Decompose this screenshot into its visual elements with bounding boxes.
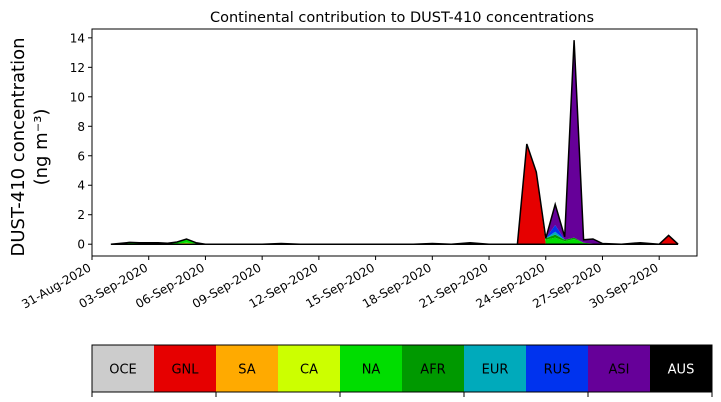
legend-swatch-ca — [278, 345, 340, 392]
legend-label-na: NA — [362, 363, 381, 378]
legend-frame — [91, 344, 713, 393]
y-axis-label-line2: (ng m⁻³) — [31, 109, 52, 186]
legend-swatch-sa — [216, 345, 278, 392]
legend-label-gnl: GNL — [171, 363, 199, 378]
legend-swatch-afr — [402, 345, 464, 392]
legend-label-ca: CA — [300, 363, 318, 378]
area-afr — [110, 144, 679, 245]
legend-swatch-eur — [464, 345, 526, 392]
y-axis-label: DUST-410 concentration (ng m⁻³) — [8, 37, 52, 256]
area-asi — [110, 40, 679, 245]
legend-label-sa: SA — [238, 363, 255, 378]
y-tick-label: 10 — [70, 90, 85, 104]
legend-label-aus: AUS — [668, 363, 695, 378]
total-outline — [110, 40, 679, 245]
area-ca — [110, 144, 679, 245]
legend-swatch-na — [340, 345, 402, 392]
area-na — [110, 144, 679, 245]
area-gnl — [110, 144, 679, 245]
area-rus — [110, 144, 679, 245]
legend-swatch-gnl — [154, 345, 216, 392]
area-sa — [110, 144, 679, 245]
y-tick-label: 2 — [77, 208, 85, 222]
legend-swatch-aus — [650, 345, 712, 392]
stacked-areas — [110, 40, 679, 245]
y-tick-label: 8 — [77, 120, 85, 134]
y-tick-label: 0 — [77, 238, 85, 252]
legend-swatch-asi — [588, 345, 650, 392]
y-tick-label: 6 — [77, 149, 85, 163]
legend-swatch-rus — [526, 345, 588, 392]
plot-frame — [91, 28, 698, 257]
y-tick-label: 4 — [77, 179, 85, 193]
legend-label-oce: OCE — [109, 363, 137, 378]
legend-label-afr: AFR — [420, 363, 445, 378]
total-line — [110, 40, 679, 245]
area-eur — [110, 144, 679, 245]
legend-label-rus: RUS — [544, 363, 571, 378]
legend-label-asi: ASI — [609, 363, 630, 378]
chart-title: Continental contribution to DUST-410 con… — [210, 10, 594, 26]
axes: 0246810121431-Aug-202003-Sep-202006-Sep-… — [19, 28, 698, 311]
legend-swatch-oce — [92, 345, 154, 392]
y-axis-label-line1: DUST-410 concentration — [8, 37, 29, 256]
legend-colorbar: OCE GNL SA CA NA AFR EUR RUS ASI AUS — [91, 344, 713, 397]
y-tick-label: 14 — [70, 31, 85, 45]
legend-label-eur: EUR — [482, 363, 509, 378]
y-tick-label: 12 — [70, 61, 85, 75]
